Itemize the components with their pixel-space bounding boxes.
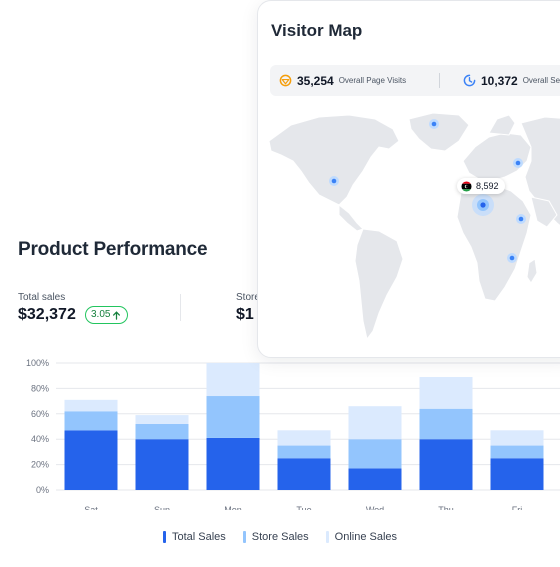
growth-value: 3.05 [91, 309, 111, 320]
map-marker[interactable] [513, 158, 523, 168]
tooltip-value: 8,592 [476, 181, 499, 191]
world-map[interactable] [258, 101, 560, 357]
bar-segment[interactable] [64, 411, 118, 431]
bar-segment[interactable] [206, 363, 260, 397]
bar-segment[interactable] [348, 406, 402, 440]
map-marker-highlighted[interactable] [472, 194, 494, 216]
stat-divider [180, 294, 181, 321]
x-tick-label: Sat [84, 505, 98, 510]
scandinavia [488, 114, 516, 136]
map-marker[interactable] [429, 119, 439, 129]
y-tick-label: 100% [26, 358, 49, 368]
bar-segment[interactable] [64, 430, 118, 490]
legend-label: Store Sales [251, 531, 309, 543]
product-performance-title: Product Performance [18, 239, 208, 260]
visitor-map-title: Visitor Map [271, 21, 363, 40]
south-america [354, 228, 404, 341]
bar-segment[interactable] [348, 439, 402, 469]
arabia [530, 196, 558, 228]
chart-legend: Total Sales Store Sales Online Sales [0, 531, 560, 543]
bar-segment[interactable] [490, 445, 544, 459]
map-marker[interactable] [516, 214, 526, 224]
total-sales-label: Total sales [18, 292, 66, 303]
legend-item[interactable]: Store Sales [242, 531, 309, 543]
page-visits-label: Overall Page Visits [338, 76, 407, 85]
bar-segment[interactable] [64, 399, 118, 412]
bar-segment[interactable] [206, 437, 260, 490]
growth-badge: 3.05 [85, 306, 129, 324]
total-sales-value: $32,372 [18, 306, 76, 323]
x-tick-label: Fri [512, 505, 523, 510]
north-america [268, 114, 400, 206]
y-tick-label: 60% [31, 409, 49, 419]
bar-segment[interactable] [277, 445, 331, 459]
sessions-value: 10,372 [481, 73, 518, 88]
bar-segment[interactable] [135, 415, 189, 424]
africa [456, 184, 532, 302]
stats-divider [439, 73, 440, 88]
sessions-stat: 10,372 Overall Se [463, 65, 560, 96]
x-tick-label: Tue [296, 505, 311, 510]
madagascar [526, 258, 538, 284]
y-tick-label: 80% [31, 383, 49, 393]
bar-segment[interactable] [490, 430, 544, 446]
bar-segment[interactable] [277, 458, 331, 490]
x-tick-label: Wed [366, 505, 384, 510]
greenland [408, 112, 470, 152]
sales-bar-chart: 0% 20% 40% 60% 80% 100% Sat Sun Mon Tue Wed Thu Fri [26, 358, 560, 510]
y-tick-label: 0% [36, 485, 49, 495]
central-america [338, 203, 364, 232]
arrow-up-icon [113, 310, 121, 320]
x-tick-label: Sun [154, 505, 170, 510]
libya-flag-icon [461, 180, 472, 192]
bar-segment[interactable] [419, 408, 473, 440]
legend-label: Total Sales [171, 531, 226, 543]
continents [268, 112, 560, 341]
bar-segment[interactable] [135, 439, 189, 490]
legend-swatch [162, 531, 166, 543]
x-tick-label: Mon [224, 505, 242, 510]
country-tooltip: 8,592 [457, 178, 505, 194]
visitor-map-card: Visitor Map 35,254 Overall Page Visits 1… [257, 0, 560, 358]
y-tick-label: 20% [31, 460, 49, 470]
map-marker[interactable] [329, 176, 339, 186]
store-sales-label: Store [236, 292, 260, 303]
x-tick-label: Thu [438, 505, 454, 510]
map-marker[interactable] [507, 253, 517, 263]
bar-segment[interactable] [419, 439, 473, 490]
visitor-stats-bar: 35,254 Overall Page Visits 10,372 Overal… [270, 65, 560, 96]
bar-segment[interactable] [348, 468, 402, 490]
legend-item[interactable]: Online Sales [325, 531, 398, 543]
page-visits-stat: 35,254 Overall Page Visits [279, 65, 406, 96]
bar-segment[interactable] [206, 396, 260, 438]
bar-segment[interactable] [419, 376, 473, 409]
target-icon [279, 74, 292, 87]
clock-icon [463, 74, 476, 87]
europe [462, 132, 532, 182]
legend-item[interactable]: Total Sales [162, 531, 226, 543]
y-tick-label: 40% [31, 434, 49, 444]
bar-segment[interactable] [277, 430, 331, 446]
bar-segment[interactable] [135, 423, 189, 440]
page-visits-value: 35,254 [297, 73, 334, 88]
visitor-markers [329, 119, 526, 263]
sessions-label: Overall Se [522, 76, 560, 85]
store-sales-value: $1 [236, 306, 254, 323]
legend-swatch [242, 531, 246, 543]
bar-segment[interactable] [490, 458, 544, 490]
legend-swatch [325, 531, 329, 543]
legend-label: Online Sales [334, 531, 398, 543]
